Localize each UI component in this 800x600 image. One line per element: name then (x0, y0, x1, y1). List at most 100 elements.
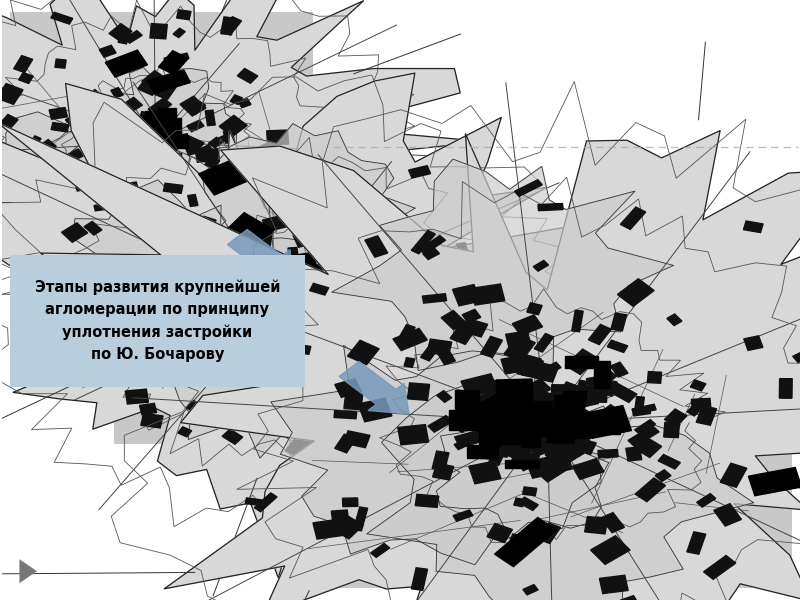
Polygon shape (667, 314, 682, 326)
Polygon shape (279, 302, 294, 312)
Polygon shape (295, 325, 322, 343)
Polygon shape (743, 221, 763, 233)
Polygon shape (300, 295, 314, 307)
Polygon shape (64, 164, 77, 177)
Polygon shape (557, 415, 583, 430)
Polygon shape (157, 81, 169, 94)
Polygon shape (198, 154, 262, 195)
Polygon shape (536, 363, 558, 382)
Polygon shape (466, 445, 488, 458)
Polygon shape (214, 328, 233, 343)
Polygon shape (123, 156, 150, 173)
Polygon shape (473, 380, 498, 393)
Polygon shape (354, 507, 368, 531)
Polygon shape (474, 331, 500, 349)
Polygon shape (691, 398, 711, 410)
Polygon shape (546, 362, 561, 373)
Polygon shape (371, 408, 383, 417)
Polygon shape (522, 415, 558, 433)
Polygon shape (594, 361, 610, 388)
Text: Этапы развития крупнейшей
агломерации по принципу
уплотнения застройки
по Ю. Боч: Этапы развития крупнейшей агломерации по… (34, 280, 280, 362)
Polygon shape (150, 139, 163, 149)
Polygon shape (365, 236, 388, 257)
Polygon shape (151, 260, 165, 271)
Polygon shape (545, 422, 581, 448)
Polygon shape (793, 345, 800, 362)
Polygon shape (335, 272, 357, 290)
Polygon shape (271, 294, 287, 311)
Polygon shape (554, 386, 583, 405)
Polygon shape (503, 329, 527, 345)
Polygon shape (607, 596, 642, 600)
Polygon shape (311, 289, 325, 300)
Polygon shape (292, 265, 310, 280)
Polygon shape (190, 312, 207, 329)
Polygon shape (546, 410, 571, 430)
Polygon shape (411, 230, 435, 254)
Polygon shape (62, 202, 79, 218)
Polygon shape (124, 356, 145, 372)
Polygon shape (51, 12, 73, 24)
Polygon shape (398, 325, 415, 343)
Polygon shape (696, 406, 717, 425)
Polygon shape (496, 379, 534, 410)
Polygon shape (142, 116, 159, 127)
Polygon shape (517, 401, 552, 420)
Polygon shape (219, 115, 247, 136)
Polygon shape (224, 164, 234, 180)
Polygon shape (155, 142, 166, 153)
Polygon shape (437, 386, 609, 538)
Polygon shape (177, 285, 208, 308)
Polygon shape (100, 134, 116, 149)
Polygon shape (125, 149, 157, 160)
Polygon shape (227, 230, 293, 279)
Polygon shape (249, 265, 268, 285)
Polygon shape (320, 191, 336, 204)
Polygon shape (95, 131, 108, 141)
Polygon shape (427, 339, 452, 355)
Polygon shape (24, 245, 50, 257)
Polygon shape (519, 433, 534, 449)
Polygon shape (252, 295, 268, 307)
Polygon shape (411, 568, 427, 590)
Polygon shape (258, 293, 275, 312)
Polygon shape (453, 284, 481, 306)
Polygon shape (523, 584, 538, 595)
Polygon shape (511, 415, 539, 436)
Polygon shape (94, 203, 114, 211)
Polygon shape (0, 115, 18, 130)
Polygon shape (299, 320, 316, 332)
Polygon shape (528, 438, 555, 457)
Polygon shape (470, 284, 505, 305)
Polygon shape (139, 403, 157, 415)
Polygon shape (490, 412, 523, 438)
Polygon shape (428, 416, 452, 432)
Polygon shape (215, 134, 230, 144)
Polygon shape (128, 128, 146, 140)
Polygon shape (658, 454, 680, 469)
Polygon shape (218, 353, 227, 368)
Polygon shape (437, 348, 455, 365)
Polygon shape (506, 395, 528, 403)
Polygon shape (157, 343, 179, 358)
Polygon shape (534, 260, 549, 271)
Polygon shape (655, 470, 671, 481)
Polygon shape (187, 120, 204, 132)
Polygon shape (354, 236, 375, 244)
Polygon shape (109, 23, 132, 41)
Polygon shape (540, 418, 554, 428)
Polygon shape (41, 114, 163, 202)
Polygon shape (601, 512, 624, 533)
Polygon shape (481, 337, 502, 358)
Polygon shape (455, 391, 478, 416)
Polygon shape (551, 385, 574, 398)
Polygon shape (302, 298, 320, 311)
Polygon shape (202, 124, 415, 292)
Polygon shape (553, 417, 574, 443)
Polygon shape (599, 368, 617, 382)
Polygon shape (166, 283, 180, 296)
Polygon shape (199, 145, 215, 157)
Polygon shape (154, 155, 170, 161)
Polygon shape (221, 17, 242, 35)
Polygon shape (132, 170, 161, 179)
